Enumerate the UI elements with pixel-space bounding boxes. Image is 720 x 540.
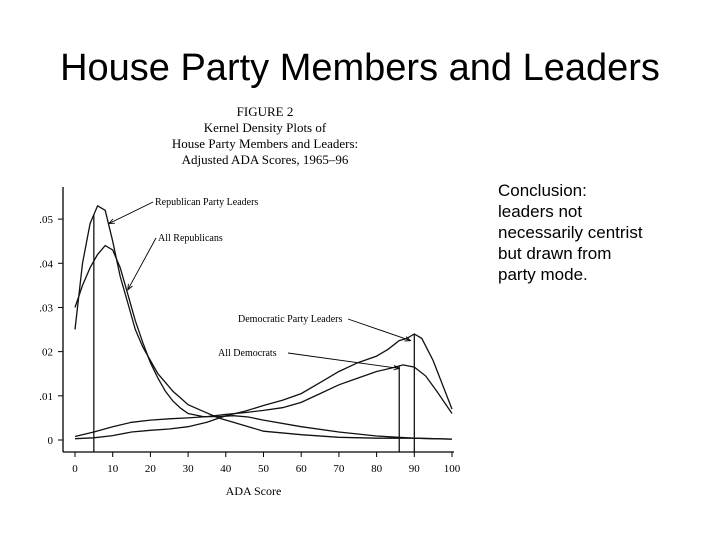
x-tick-label-80: 80	[371, 463, 383, 475]
x-tick-label-40: 40	[220, 463, 232, 475]
x-tick-label-10: 10	[107, 463, 119, 475]
annotation-arrowhead-1	[107, 218, 115, 225]
x-tick-label-30: 30	[183, 463, 195, 475]
axes-layer: 0 10 20 30 40 50 60 70 80 90 100 ADA Score 0 .01 02 .03…	[39, 187, 461, 498]
y-tick-label-0.03: .03	[39, 302, 53, 314]
series-line-1	[74, 204, 453, 440]
annotation-label-3: Democratic Party Leaders	[238, 314, 343, 325]
annotation-leader-2	[127, 237, 157, 290]
x-axis-label: ADA Score	[226, 484, 282, 498]
annotation-label-2: All Republicans	[158, 233, 223, 244]
conclusion-line-1: Conclusion:	[498, 181, 587, 200]
annotation-arrowhead-3	[404, 336, 412, 342]
conclusion-line-2: leaders not	[498, 202, 583, 221]
annotation-label-1: Republican Party Leaders	[155, 197, 258, 208]
conclusion-text: Conclusion: leaders not necessarily cent…	[498, 180, 698, 285]
x-tick-label-70: 70	[333, 463, 345, 475]
conclusion-line-3: necessarily centrist	[498, 223, 643, 242]
figure-caption: FIGURE 2 Kernel Density Plots of House P…	[150, 104, 380, 168]
annotation-arrowhead-4	[393, 365, 401, 371]
y-tick-label-0: 0	[48, 435, 54, 447]
annotation-leader-1	[108, 201, 154, 224]
x-tick-label-0: 0	[72, 463, 78, 475]
caption-line-2: Kernel Density Plots of	[203, 120, 327, 135]
conclusion-line-5: party mode.	[498, 265, 588, 284]
y-tick-label-0.05: .05	[39, 214, 53, 226]
annotation-layer: Republican Party Leaders All Republicans D…	[107, 197, 412, 371]
conclusion-line-4: but drawn from	[498, 244, 612, 263]
annotation-arrowhead-2	[127, 283, 133, 291]
y-tick-label-0.01: .01	[39, 391, 53, 403]
x-tick-label-50: 50	[258, 463, 270, 475]
series-line-4	[74, 364, 453, 438]
caption-line-4: Adjusted ADA Scores, 1965–96	[181, 152, 349, 167]
annotation-leader-3	[347, 318, 411, 342]
x-tick-label-90: 90	[409, 463, 421, 475]
caption-line-1: FIGURE 2	[236, 104, 294, 119]
series-line-3	[74, 333, 453, 440]
y-tick-label-0.04: .04	[39, 258, 53, 270]
series-line-2	[74, 244, 453, 440]
series-layer	[74, 204, 453, 440]
caption-line-3: House Party Members and Leaders:	[171, 136, 359, 151]
x-tick-label-60: 60	[296, 463, 308, 475]
x-tick-label-20: 20	[145, 463, 157, 475]
slide-title: House Party Members and Leaders	[60, 47, 660, 89]
x-tick-label-100: 100	[444, 463, 461, 475]
annotation-leader-4	[287, 352, 400, 369]
annotation-label-4: All Democrats	[218, 348, 277, 359]
y-tick-label-0.02: 02	[42, 347, 53, 359]
